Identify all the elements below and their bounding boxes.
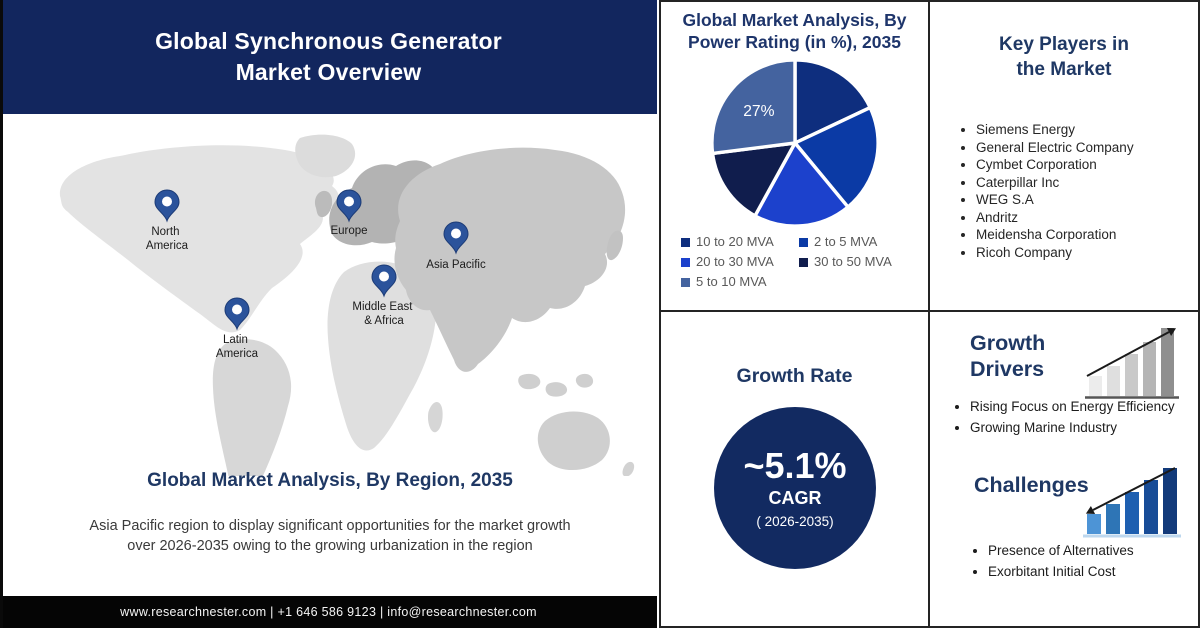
continent-greenland — [295, 134, 356, 178]
island-uk — [314, 190, 333, 218]
map-label-middle-east-africa: Middle East & Africa — [352, 301, 415, 327]
growth-drivers-list: Rising Focus on Energy Efficiency Growing… — [936, 398, 1175, 440]
pie-slice-30-to-50-mva — [710, 141, 797, 218]
pin-hole — [451, 228, 461, 239]
legend-swatch-icon — [681, 278, 690, 287]
pin-hole — [344, 196, 354, 207]
legend-swatch-icon — [799, 238, 808, 247]
growth-drivers-heading-line2: Drivers — [970, 357, 1045, 381]
legend-swatch-icon — [799, 258, 808, 267]
middle-column: Global Market Analysis, By Power Rating … — [661, 2, 930, 626]
continent-south-america — [212, 339, 292, 476]
list-item: Exorbitant Initial Cost — [988, 563, 1134, 580]
legend-item: 2 to 5 MVA — [799, 232, 917, 252]
list-item: Rising Focus on Energy Efficiency — [970, 398, 1175, 415]
growth-rate-circle: ~5.1% CAGR ( 2026-2035) — [714, 407, 876, 569]
island-japan — [606, 230, 623, 261]
legend-item: 10 to 20 MVA — [681, 232, 799, 252]
pin-hole — [232, 304, 242, 315]
list-item: Meidensha Corporation — [976, 227, 1198, 242]
legend-label: 30 to 50 MVA — [814, 254, 892, 269]
pin-hole — [162, 196, 172, 207]
map-pin-middle-east-africa: Middle East & Africa — [352, 264, 415, 327]
island-new-zealand — [622, 461, 635, 476]
key-players-heading-line1: Key Players in — [999, 34, 1129, 55]
map-label-asia-pacific: Asia Pacific — [426, 259, 486, 271]
map-label-latin-america: Latin America — [216, 334, 259, 360]
map-pin-europe: Europe — [330, 189, 368, 237]
continent-north-america — [59, 145, 339, 333]
pie-data-label: 27% — [743, 103, 774, 120]
main-title-line1: Global Synchronous Generator — [155, 28, 502, 54]
list-item: Growing Marine Industry — [970, 419, 1175, 436]
pin-hole — [379, 271, 389, 282]
legend-label: 2 to 5 MVA — [814, 234, 878, 249]
legend-label: 20 to 30 MVA — [696, 254, 774, 269]
pie-chart-title: Global Market Analysis, By Power Rating … — [682, 10, 907, 52]
pie-slice-2-to-5-mva — [792, 105, 880, 209]
world-map: North America Europe Asia Pacific Middle… — [59, 134, 635, 476]
continent-australia — [537, 411, 610, 471]
list-item: Caterpillar Inc — [976, 175, 1198, 190]
legend-swatch-icon — [681, 238, 690, 247]
map-pin-north-america: North America — [146, 189, 189, 252]
key-players-section: Key Players in the Market Siemens Energy… — [930, 2, 1198, 312]
legend-label: 5 to 10 MVA — [696, 274, 767, 289]
legend-label: 10 to 20 MVA — [696, 234, 774, 249]
cagr-label: CAGR — [768, 488, 822, 508]
right-panel-grid: Global Market Analysis, By Power Rating … — [659, 0, 1200, 628]
list-item: Cymbet Corporation — [976, 157, 1198, 172]
list-item: General Electric Company — [976, 140, 1198, 155]
map-pin-asia-pacific: Asia Pacific — [426, 221, 486, 271]
list-item: Presence of Alternatives — [988, 542, 1134, 559]
growth-drivers-heading: Growth Drivers — [970, 330, 1045, 382]
pie-chart-section: Global Market Analysis, By Power Rating … — [661, 2, 928, 312]
title-banner: Global Synchronous Generator Market Over… — [0, 0, 657, 114]
left-border-line — [0, 0, 3, 628]
growth-rate-heading: Growth Rate — [736, 365, 853, 387]
map-pin-latin-america: Latin America — [216, 297, 259, 360]
list-item: Andritz — [976, 210, 1198, 225]
map-label-europe: Europe — [330, 225, 367, 237]
pie-slice-10-to-20-mva — [792, 58, 872, 145]
island-madagascar — [428, 402, 443, 433]
list-item: Ricoh Company — [976, 245, 1198, 260]
declining-arrow-bar-chart-icon — [1083, 467, 1181, 538]
key-players-heading-line2: the Market — [1016, 59, 1112, 80]
main-title-line2: Market Overview — [235, 59, 422, 85]
region-analysis-description: Asia Pacific region to display significa… — [89, 518, 571, 554]
key-players-list: Siemens Energy General Electric Company Cy… — [930, 122, 1198, 260]
key-players-heading: Key Players in the Market — [930, 32, 1198, 82]
pie-legend: 10 to 20 MVA 2 to 5 MVA 20 to 30 MVA 30 to … — [661, 232, 928, 292]
growth-rate-section: Growth Rate ~5.1% CAGR ( 2026-2035) — [661, 312, 928, 626]
cagr-value: ~5.1% — [743, 445, 847, 486]
map-label-north-america: North America — [146, 226, 189, 252]
continent-asia — [394, 147, 626, 372]
pie-slice-5-to-10-mva — [709, 58, 797, 156]
list-item: Siemens Energy — [976, 122, 1198, 137]
legend-item: 5 to 10 MVA — [681, 272, 799, 292]
growth-drivers-heading-line1: Growth — [970, 331, 1046, 355]
region-analysis-heading: Global Market Analysis, By Region, 2035 — [147, 470, 513, 491]
legend-swatch-icon — [681, 258, 690, 267]
footer-contact-bar: www.researchnester.com | +1 646 586 9123… — [0, 596, 657, 628]
continent-africa — [327, 261, 437, 451]
drivers-challenges-section: Growth Drivers Rising Focus on Energy Ef… — [930, 312, 1198, 626]
islands-southeast-asia — [518, 373, 594, 397]
pie-chart: 27% — [709, 58, 880, 228]
legend-item: 30 to 50 MVA — [799, 252, 917, 272]
legend-item: 20 to 30 MVA — [681, 252, 799, 272]
right-column: Key Players in the Market Siemens Energy… — [930, 2, 1198, 626]
rising-bar-chart-icon — [1085, 328, 1179, 399]
footer-contact-text: www.researchnester.com | +1 646 586 9123… — [120, 605, 537, 619]
challenges-list: Presence of Alternatives Exorbitant Initi… — [954, 542, 1134, 584]
challenges-heading: Challenges — [974, 473, 1089, 497]
list-item: WEG S.A — [976, 192, 1198, 207]
cagr-period: ( 2026-2035) — [756, 514, 834, 529]
pie-slice-20-to-30-mva — [752, 141, 850, 228]
